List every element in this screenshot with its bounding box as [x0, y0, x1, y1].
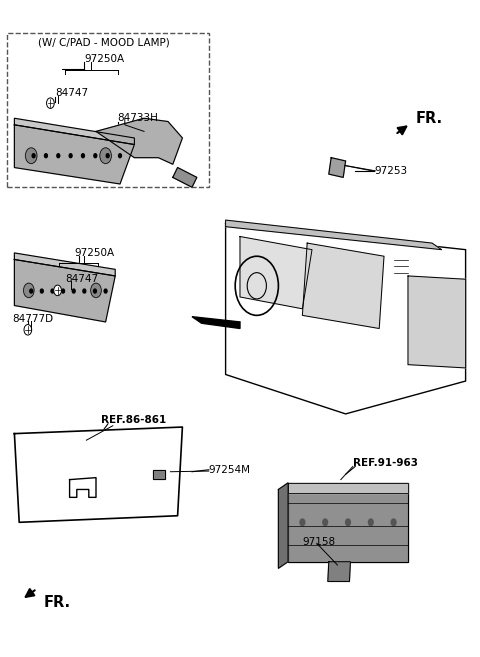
- Polygon shape: [173, 168, 197, 187]
- Text: FR.: FR.: [415, 111, 443, 125]
- Circle shape: [24, 325, 32, 335]
- Text: 97250A: 97250A: [74, 248, 115, 258]
- Circle shape: [94, 154, 97, 158]
- Text: 84777D: 84777D: [12, 313, 53, 324]
- Circle shape: [346, 519, 350, 526]
- Circle shape: [300, 519, 305, 526]
- Circle shape: [24, 283, 34, 298]
- Text: 97158: 97158: [302, 537, 336, 547]
- Circle shape: [91, 283, 101, 298]
- Text: REF.86-861: REF.86-861: [101, 415, 166, 426]
- Text: 84747: 84747: [55, 88, 88, 99]
- Circle shape: [57, 154, 60, 158]
- Polygon shape: [278, 483, 288, 568]
- Text: 84747: 84747: [65, 274, 98, 284]
- Circle shape: [72, 289, 75, 293]
- Polygon shape: [302, 243, 384, 328]
- Text: FR.: FR.: [43, 595, 71, 610]
- Circle shape: [40, 289, 43, 293]
- Polygon shape: [288, 483, 408, 493]
- Circle shape: [45, 154, 48, 158]
- Circle shape: [323, 519, 327, 526]
- Polygon shape: [14, 125, 134, 184]
- Polygon shape: [288, 483, 408, 562]
- Text: 97254M: 97254M: [209, 464, 251, 475]
- Bar: [153, 470, 165, 479]
- Circle shape: [106, 154, 109, 158]
- Polygon shape: [192, 317, 240, 328]
- Polygon shape: [14, 118, 134, 145]
- Text: 97253: 97253: [374, 166, 408, 176]
- Circle shape: [32, 154, 35, 158]
- Circle shape: [104, 289, 107, 293]
- Polygon shape: [408, 276, 466, 368]
- Circle shape: [51, 289, 54, 293]
- Polygon shape: [240, 237, 312, 309]
- Polygon shape: [329, 158, 346, 177]
- Circle shape: [30, 289, 33, 293]
- Circle shape: [369, 519, 373, 526]
- Circle shape: [25, 148, 37, 164]
- Circle shape: [61, 289, 64, 293]
- Circle shape: [119, 154, 121, 158]
- Circle shape: [391, 519, 396, 526]
- Polygon shape: [226, 223, 466, 414]
- Circle shape: [82, 154, 84, 158]
- Polygon shape: [70, 478, 96, 497]
- Text: (W/ C/PAD - MOOD LAMP): (W/ C/PAD - MOOD LAMP): [38, 37, 170, 48]
- Text: 97250A: 97250A: [84, 54, 124, 64]
- Polygon shape: [328, 562, 350, 581]
- Polygon shape: [14, 427, 182, 522]
- Polygon shape: [14, 260, 115, 322]
- Text: 84733H: 84733H: [118, 113, 158, 124]
- Text: REF.91-963: REF.91-963: [353, 458, 418, 468]
- Bar: [153, 470, 165, 479]
- Circle shape: [54, 285, 61, 296]
- Circle shape: [47, 98, 54, 108]
- Circle shape: [69, 154, 72, 158]
- Polygon shape: [96, 118, 182, 164]
- Polygon shape: [226, 220, 442, 250]
- Polygon shape: [14, 253, 115, 276]
- Circle shape: [83, 289, 86, 293]
- Circle shape: [94, 289, 96, 293]
- Circle shape: [100, 148, 111, 164]
